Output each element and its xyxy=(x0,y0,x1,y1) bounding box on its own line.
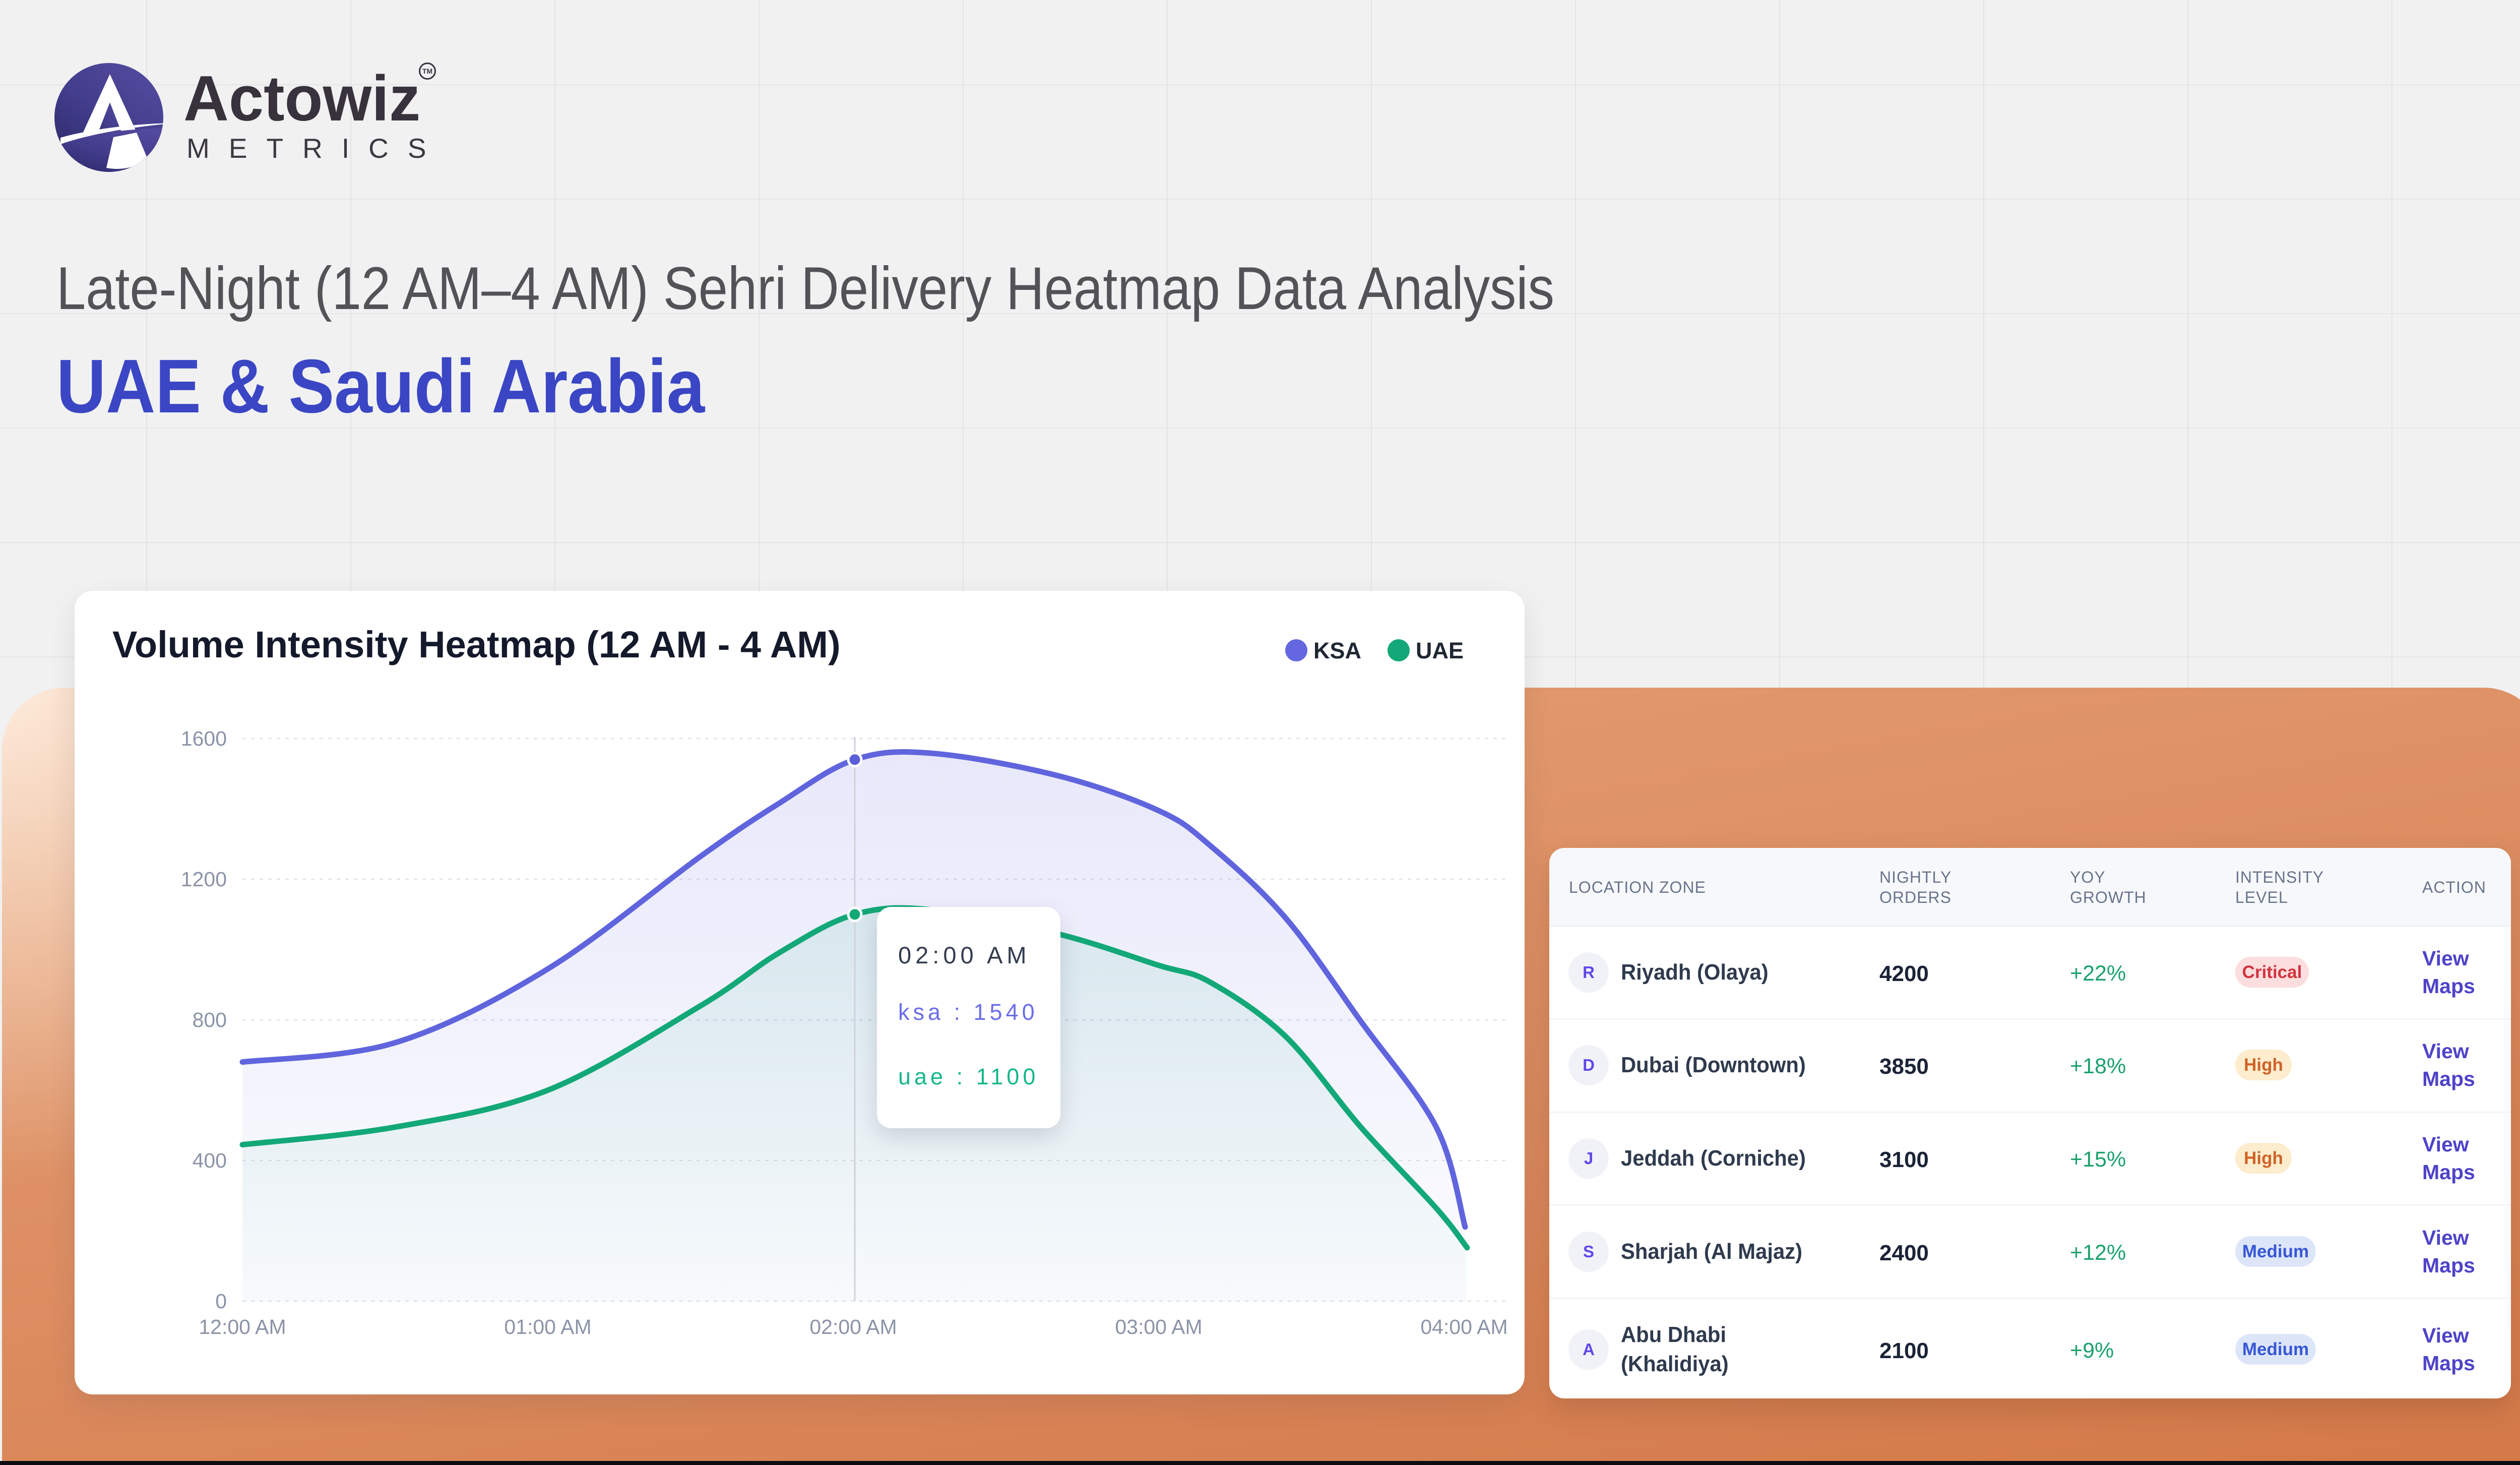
svg-text:0: 0 xyxy=(215,1290,227,1313)
svg-text:1600: 1600 xyxy=(181,727,227,750)
svg-text:04:00 AM: 04:00 AM xyxy=(1420,1315,1507,1338)
svg-text:12:00 AM: 12:00 AM xyxy=(199,1315,286,1338)
svg-text:400: 400 xyxy=(193,1149,227,1172)
svg-text:1200: 1200 xyxy=(181,868,227,891)
svg-text:03:00 AM: 03:00 AM xyxy=(1115,1315,1202,1338)
svg-text:800: 800 xyxy=(193,1008,227,1031)
svg-text:02:00 AM: 02:00 AM xyxy=(809,1315,897,1338)
svg-text:01:00 AM: 01:00 AM xyxy=(504,1315,591,1338)
